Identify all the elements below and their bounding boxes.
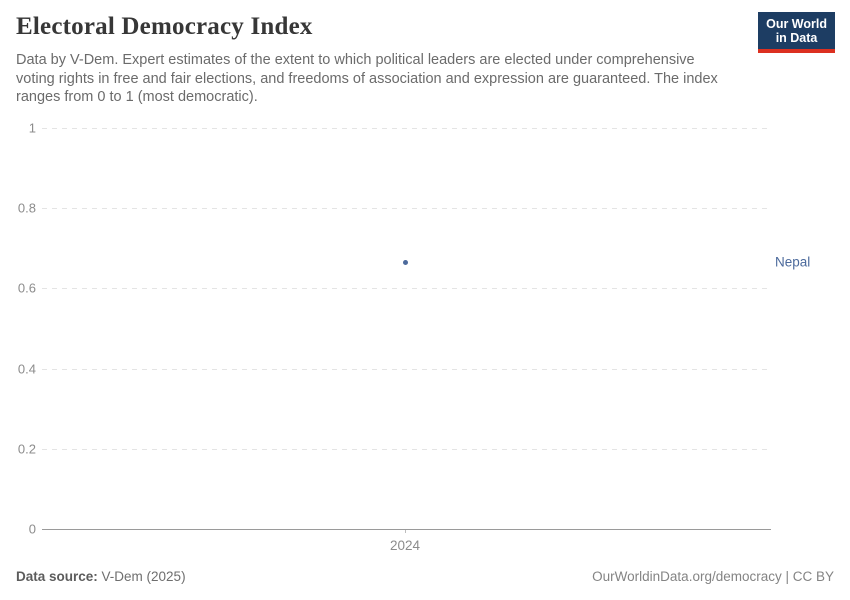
x-axis-label: 2024: [389, 538, 421, 553]
y-axis-tick-label-0.4: 0.4: [17, 361, 36, 377]
chart-title: Electoral Democracy Index: [16, 13, 313, 40]
y-axis-tick-label-0: 0: [28, 521, 36, 537]
y-axis-tick-label-0.6: 0.6: [17, 280, 36, 296]
data-source: Data source: V-Dem (2025): [16, 569, 186, 584]
entity-label-nepal[interactable]: Nepal: [775, 254, 811, 270]
x-axis-tick: [405, 529, 406, 533]
y-axis-tick-label-1: 1: [28, 120, 36, 136]
y-gridline-0.4: [42, 368, 771, 370]
data-source-value: V-Dem (2025): [97, 569, 186, 584]
owid-logo-line2: in Data: [775, 31, 818, 45]
y-gridline-0.2: [42, 448, 771, 450]
data-source-label: Data source:: [16, 569, 98, 584]
y-gridline-1: [42, 128, 771, 129]
y-axis-tick-label-0.2: 0.2: [17, 441, 36, 457]
attribution-link[interactable]: OurWorldinData.org/democracy | CC BY: [592, 569, 834, 584]
data-point-nepal-2024[interactable]: [402, 259, 408, 265]
y-axis-tick-label-0.8: 0.8: [17, 200, 36, 216]
owid-logo-line1: Our World: [766, 17, 827, 31]
y-gridline-0.6: [42, 288, 771, 290]
owid-logo[interactable]: Our World in Data: [758, 12, 835, 53]
y-gridline-0: [42, 529, 771, 530]
y-gridline-0.8: [42, 208, 771, 210]
chart-subtitle: Data by V-Dem. Expert estimates of the e…: [16, 52, 718, 105]
